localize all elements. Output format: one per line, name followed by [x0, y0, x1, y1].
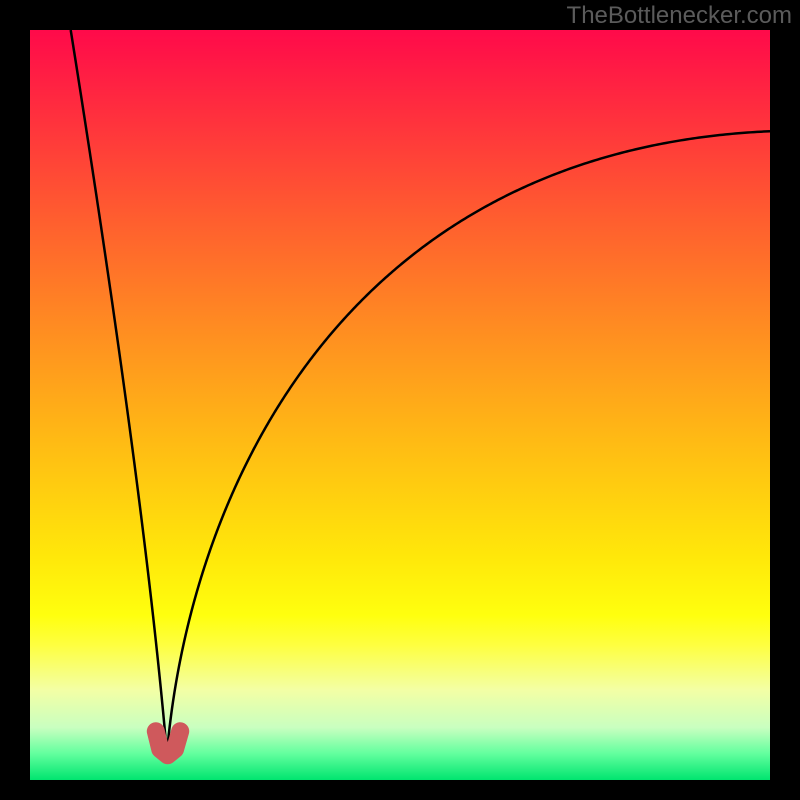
chart-root: TheBottlenecker.com [0, 0, 800, 800]
bottleneck-curve [71, 30, 770, 754]
plot-svg [30, 30, 770, 780]
watermark-text: TheBottlenecker.com [567, 2, 792, 30]
plot-area [30, 30, 770, 780]
